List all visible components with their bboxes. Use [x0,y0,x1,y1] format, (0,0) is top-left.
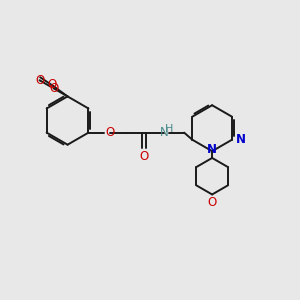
Text: N: N [160,126,169,139]
Text: N: N [236,133,246,146]
Text: N: N [207,143,217,157]
Text: O: O [208,196,217,209]
Text: H: H [165,124,174,134]
Text: O: O [105,126,115,139]
Text: O: O [47,78,57,91]
Text: O: O [140,150,149,163]
Text: O: O [35,74,44,87]
Text: O: O [49,82,58,95]
